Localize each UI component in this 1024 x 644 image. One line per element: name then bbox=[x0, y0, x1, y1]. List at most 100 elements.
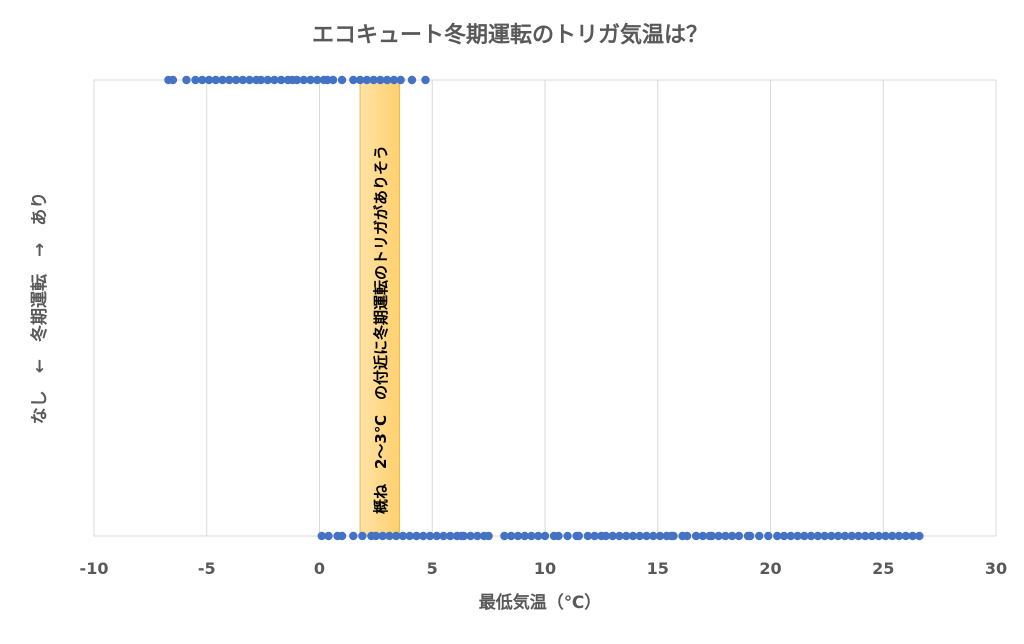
data-point bbox=[714, 531, 723, 541]
data-point bbox=[299, 75, 308, 85]
data-point bbox=[682, 531, 692, 541]
data-point bbox=[473, 531, 482, 541]
data-point bbox=[888, 531, 897, 541]
data-point bbox=[292, 75, 302, 85]
data-point bbox=[218, 75, 227, 85]
data-point bbox=[554, 531, 563, 541]
data-point bbox=[191, 75, 200, 85]
data-point bbox=[707, 531, 717, 541]
data-points bbox=[164, 75, 924, 541]
data-point bbox=[168, 75, 178, 85]
data-point bbox=[854, 531, 863, 541]
chart-title: エコキュート冬期運転のトリガ気温は？ bbox=[312, 22, 708, 48]
data-point bbox=[908, 531, 917, 541]
x-axis-label: 最低気温（℃） bbox=[479, 592, 602, 613]
data-point bbox=[881, 531, 890, 541]
data-point bbox=[500, 531, 509, 541]
data-point bbox=[317, 531, 326, 541]
data-point bbox=[755, 531, 764, 541]
data-point bbox=[734, 531, 744, 541]
data-point bbox=[376, 75, 385, 85]
data-point bbox=[328, 75, 338, 85]
data-point bbox=[574, 531, 584, 541]
data-point bbox=[827, 531, 836, 541]
data-point bbox=[915, 531, 924, 541]
data-point bbox=[820, 531, 829, 541]
data-point bbox=[534, 531, 543, 541]
data-point bbox=[398, 531, 408, 541]
data-point bbox=[608, 531, 617, 541]
data-point bbox=[840, 531, 850, 541]
data-point bbox=[419, 531, 428, 541]
data-point bbox=[225, 75, 234, 85]
x-tick-label: 20 bbox=[759, 559, 781, 578]
data-point bbox=[621, 531, 631, 541]
data-point bbox=[540, 531, 550, 541]
data-point bbox=[358, 531, 367, 541]
data-point bbox=[371, 531, 381, 541]
data-point bbox=[894, 531, 904, 541]
data-point bbox=[635, 531, 644, 541]
data-point bbox=[256, 75, 266, 85]
data-point bbox=[349, 531, 358, 541]
data-point bbox=[362, 75, 372, 85]
data-point bbox=[421, 75, 430, 85]
data-point bbox=[382, 75, 392, 85]
annotation-box: 概ね 2～3℃ の付近に冬期運転のトリガがありそう bbox=[359, 79, 401, 537]
data-point bbox=[847, 531, 856, 541]
data-point bbox=[385, 531, 394, 541]
data-point bbox=[721, 531, 730, 541]
data-point bbox=[583, 531, 593, 541]
data-point bbox=[407, 75, 417, 85]
data-point bbox=[779, 531, 789, 541]
data-point bbox=[506, 531, 516, 541]
x-tick-label: -5 bbox=[198, 559, 216, 578]
data-point bbox=[459, 531, 469, 541]
data-point bbox=[867, 531, 877, 541]
x-tick-label: 10 bbox=[534, 559, 556, 578]
data-point bbox=[306, 75, 315, 85]
data-point bbox=[204, 75, 214, 85]
data-point bbox=[773, 531, 782, 541]
data-point bbox=[833, 531, 843, 541]
data-point bbox=[324, 531, 333, 541]
annotation-text: 概ね 2～3℃ の付近に冬期運転のトリガがありそう bbox=[372, 145, 390, 514]
data-point bbox=[425, 531, 435, 541]
data-point bbox=[466, 531, 475, 541]
data-point bbox=[405, 531, 414, 541]
data-point bbox=[270, 75, 279, 85]
data-point bbox=[276, 75, 286, 85]
data-point bbox=[337, 75, 347, 85]
data-point bbox=[211, 75, 220, 85]
data-point bbox=[520, 531, 529, 541]
y-axis-label: なし ← 冬期運転 → あり bbox=[29, 192, 50, 425]
data-point bbox=[412, 531, 421, 541]
data-point bbox=[245, 75, 254, 85]
data-point bbox=[764, 531, 773, 541]
data-point bbox=[263, 75, 272, 85]
data-point bbox=[746, 531, 755, 541]
data-point bbox=[901, 531, 910, 541]
data-point bbox=[231, 75, 241, 85]
data-point bbox=[628, 531, 638, 541]
data-point bbox=[396, 75, 405, 85]
data-point bbox=[391, 531, 401, 541]
x-tick-label: 5 bbox=[427, 559, 438, 578]
data-point bbox=[313, 75, 322, 85]
data-point bbox=[355, 75, 365, 85]
data-point bbox=[349, 75, 358, 85]
x-tick-labels: -10 -5 0 5 10 15 20 25 30 bbox=[80, 559, 1008, 578]
data-point bbox=[527, 531, 536, 541]
x-tick-label: 30 bbox=[985, 559, 1007, 578]
data-point bbox=[698, 531, 708, 541]
x-tick-label: 25 bbox=[872, 559, 894, 578]
data-point bbox=[198, 75, 207, 85]
data-point bbox=[389, 75, 399, 85]
data-point bbox=[513, 531, 523, 541]
data-point bbox=[563, 531, 572, 541]
x-tick-label: 15 bbox=[647, 559, 669, 578]
data-point bbox=[446, 531, 455, 541]
data-point bbox=[649, 531, 658, 541]
data-point bbox=[642, 531, 651, 541]
data-point bbox=[813, 531, 823, 541]
